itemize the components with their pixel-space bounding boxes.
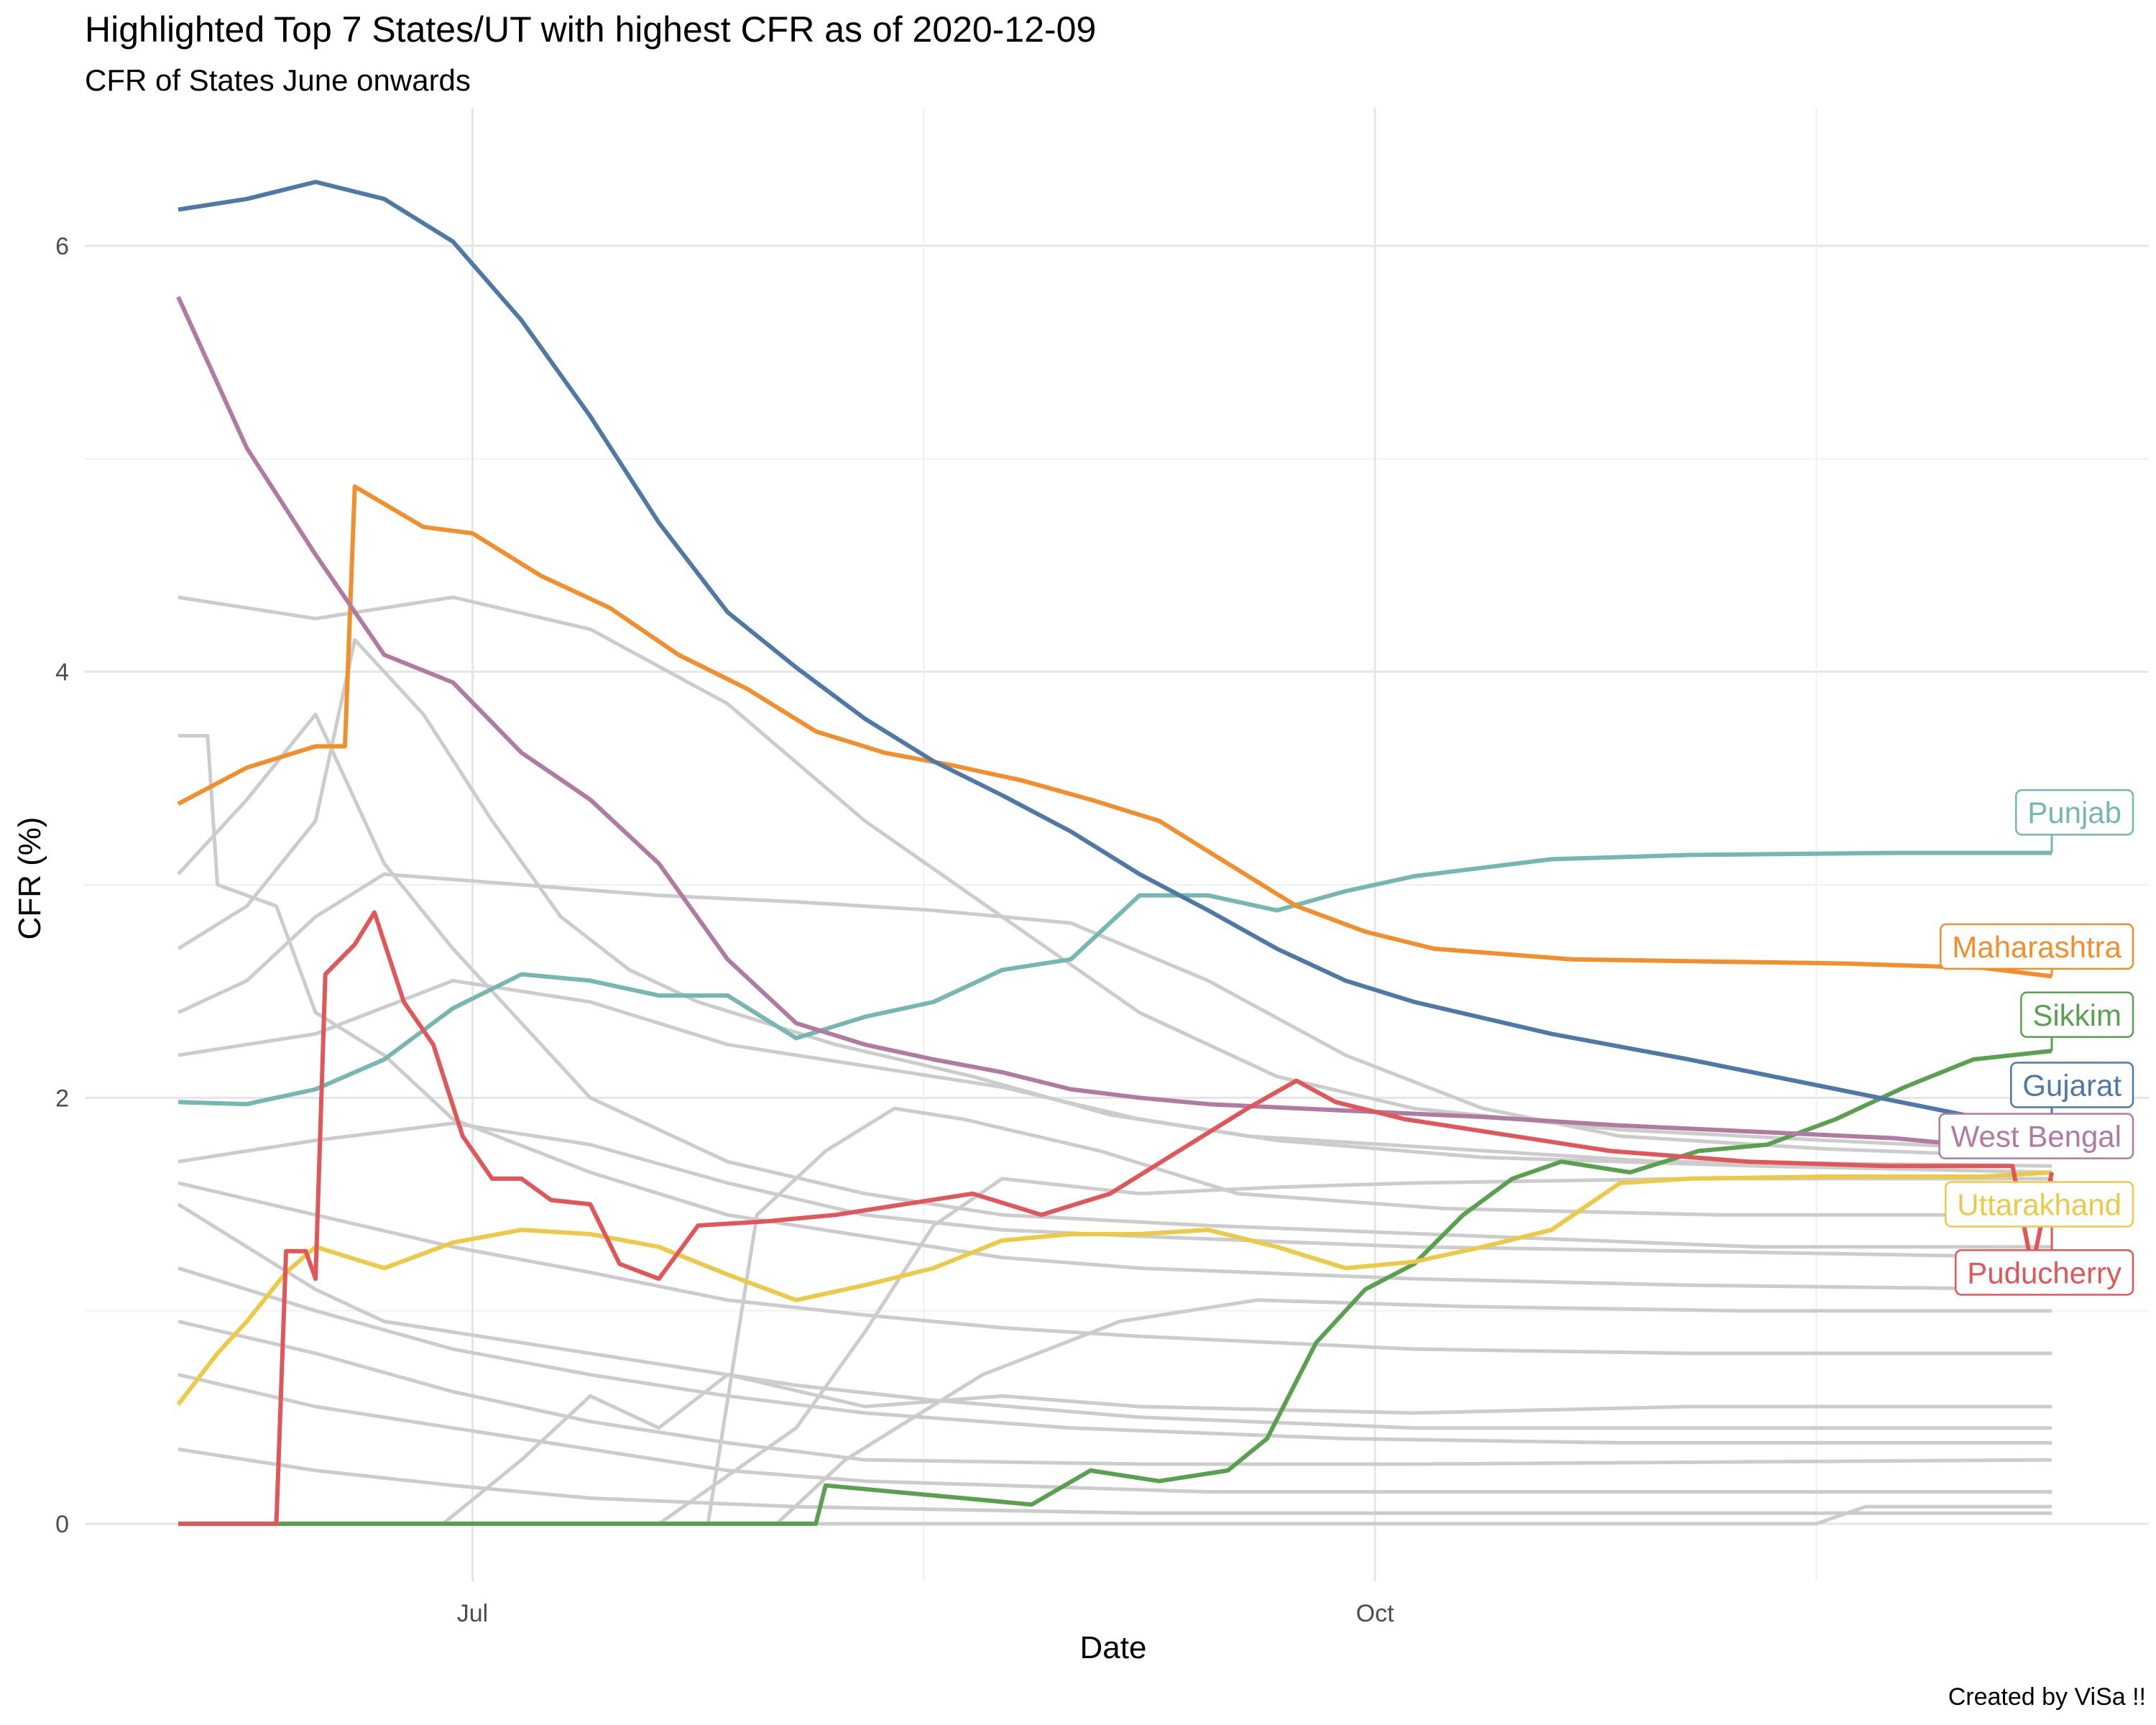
series-line-uttarakhand (176, 1170, 2053, 1406)
grid (85, 108, 2149, 1581)
background-series-line (178, 1373, 2052, 1494)
series-line-gujarat (178, 180, 2053, 1130)
series-label-puducherry: Puducherry (1954, 1249, 2134, 1296)
y-tick-label: 0 (55, 1511, 69, 1538)
series-label-box (1944, 1181, 2134, 1228)
series-line-west-bengal (176, 295, 2053, 1156)
background-series-line (178, 1447, 2052, 1515)
series-label-box (2010, 1062, 2134, 1108)
background-series-line (178, 1320, 2053, 1466)
background-series-group (177, 595, 2053, 1526)
series-label-box (1939, 923, 2134, 970)
series-label-text: Sikkim (2032, 998, 2122, 1032)
series-label-box (2020, 991, 2134, 1039)
background-series-line (178, 978, 2053, 1174)
series-label-text: Puducherry (1967, 1256, 2122, 1289)
highlighted-series-group (176, 180, 2054, 1526)
y-axis-label: CFR (%) (12, 816, 47, 940)
background-series-line (178, 1121, 2053, 1260)
series-label-text: Maharashtra (1952, 930, 2122, 964)
series-label-uttarakhand: Uttarakhand (1944, 1181, 2134, 1228)
background-series-line (178, 1181, 2052, 1356)
series-label-box (2014, 788, 2134, 836)
x-tick-label: Oct (1356, 1600, 1394, 1627)
series-label-text: Gujarat (2022, 1069, 2122, 1103)
series-label-text: Punjab (2027, 796, 2122, 829)
x-tick-label: Jul (457, 1600, 488, 1627)
background-series-line (178, 1106, 2052, 1526)
series-label-box (1938, 1113, 2134, 1159)
y-tick-label: 6 (55, 233, 69, 260)
series-label-maharashtra: Maharashtra (1939, 923, 2134, 970)
background-series-line (178, 1266, 2052, 1445)
series-line-sikkim (178, 1049, 2053, 1526)
series-line-punjab (178, 850, 2052, 1107)
y-tick-label: 4 (55, 659, 69, 686)
series-label-group: Punjab Maharashtra Sikkim Gujarat West Benga… (1938, 788, 2134, 1296)
background-series-line (178, 1373, 2052, 1526)
background-series-line (178, 1504, 2052, 1526)
background-series-line (178, 734, 2053, 1292)
axis-ticks: 0 2 4 6 Jul Oct (55, 233, 1394, 1627)
x-axis-label: Date (1079, 1630, 1147, 1665)
series-label-gujarat: Gujarat (2010, 1062, 2134, 1108)
series-label-box (1954, 1249, 2134, 1296)
background-series-line (177, 638, 2053, 1168)
series-label-text: Uttarakhand (1957, 1188, 2122, 1222)
background-series-line (177, 712, 2052, 1249)
caption: Created by ViSa !! (1948, 1683, 2146, 1711)
series-label-west-bengal: West Bengal (1938, 1113, 2134, 1159)
series-label-punjab: Punjab (2014, 788, 2134, 836)
background-series-line (177, 872, 2053, 1159)
background-series-line (178, 1298, 2052, 1526)
background-series-line (178, 595, 2053, 1153)
series-line-puducherry (178, 910, 2054, 1526)
series-line-maharashtra (177, 484, 2053, 979)
chart-title: Highlighted Top 7 States/UT with highest… (85, 9, 1097, 50)
chart-subtitle: CFR of States June onwards (85, 63, 471, 97)
series-label-text: West Bengal (1951, 1120, 2122, 1154)
series-label-sikkim: Sikkim (2020, 991, 2134, 1039)
y-tick-label: 2 (55, 1085, 69, 1112)
